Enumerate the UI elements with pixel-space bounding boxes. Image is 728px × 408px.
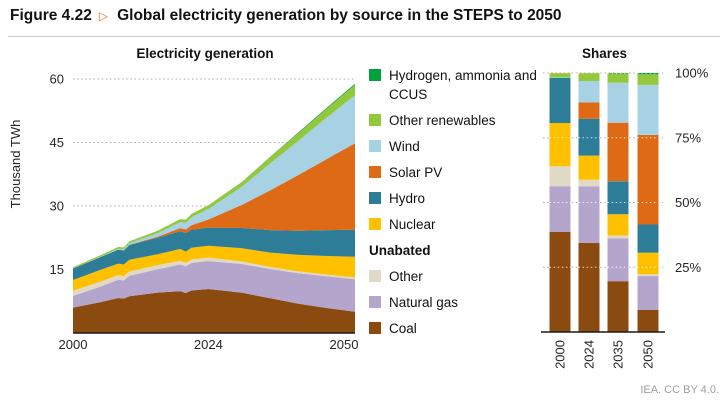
bar-segment-2000-nuclear [549,123,571,167]
y-tick-label-15: 15 [50,262,64,277]
bar-segment-2024-nuclear [578,155,600,180]
legend: Hydrogen, ammonia and CCUS Other renewabl… [369,66,537,345]
legend-item-other-renewables: Other renewables [369,111,537,130]
area-hydro [73,227,355,280]
legend-item-wind: Wind [369,137,537,156]
legend-item-hydrogen-ammonia-ccus: Hydrogen, ammonia and CCUS [369,66,537,104]
bar-segment-2024-other-renewables [578,73,600,81]
bar-segment-2035-coal [607,281,629,332]
legend-label: Natural gas [389,295,459,310]
bar-segment-2050-wind [637,84,659,135]
bar-segment-2035-hydro [607,181,629,215]
bar-segment-2000-other [549,166,571,187]
legend-label: Other renewables [389,113,496,128]
x-tick-label-2000: 2000 [59,337,88,352]
legend-item-other: Other [369,267,537,286]
bar-segment-2035-wind [607,82,629,123]
generation-chart-title: Electricity generation [136,46,274,61]
bar-segment-2050-other-renewables [637,74,659,85]
bar-segment-2000-natural-gas [549,186,571,232]
bar-segment-2035-solar-pv [607,122,629,182]
legend-item-nuclear: Nuclear [369,215,537,234]
bar-segment-2050-hydrogen-ammonia-ccus [637,73,659,75]
y-tick-label-75: 75% [675,130,701,145]
bar-segment-2050-solar-pv [637,134,659,225]
y-tick-label-50: 50% [675,195,701,210]
shares-chart-title: Shares [581,46,628,61]
legend-swatch-other [369,270,381,282]
bar-segment-2024-coal [578,242,600,332]
bar-segment-2024-hydro [578,118,600,156]
area-natural-gas [73,261,355,312]
generation-area-chart: 15 30 45 60 Thousand TWh 2000 2024 2050 [8,72,359,353]
y-tick-label-25: 25% [675,260,701,275]
x-tick-label-2035: 2035 [611,340,626,369]
bar-segment-2024-wind [578,81,600,103]
legend-label: Hydrogen, ammonia and CCUS [389,68,537,102]
legend-label: Hydro [389,191,426,206]
x-tick-label-2024: 2024 [582,340,597,369]
legend-label: Solar PV [389,165,443,180]
legend-swatch-other-renewables [369,114,381,126]
area-nuclear [73,245,355,291]
bar-segment-2035-other-renewables [607,73,629,83]
shares-bar-chart: 25% 50% 75% 100% 2000 2024 2035 2050 [541,66,709,369]
bar-segment-2050-natural-gas [637,276,659,310]
legend-item-solar-pv: Solar PV [369,163,537,182]
figure-number: Figure 4.22 [10,7,92,24]
x-tick-label-2024: 2024 [194,337,223,352]
legend-swatch-coal [369,322,381,334]
bar-segment-2035-nuclear [607,214,629,236]
bar-segment-2000-wind [549,77,571,78]
figure-title: Global electricity generation by source … [117,7,562,24]
bar-segment-2050-coal [637,310,659,332]
y-axis-label: Thousand TWh [8,120,23,209]
legend-label: Coal [389,321,417,336]
bar-segment-2050-other [637,274,659,276]
legend-swatch-natural-gas [369,296,381,308]
area-coal [73,289,355,333]
legend-group-header: Unabated [369,241,537,260]
y-tick-label-60: 60 [50,72,64,87]
legend-label: Wind [389,139,420,154]
legend-item-natural-gas: Natural gas [369,293,537,312]
bar-segment-2035-hydrogen-ammonia-ccus [607,73,629,74]
legend-label: Unabated [369,243,431,258]
header-divider [8,36,720,37]
y-tick-label-100: 100% [675,66,709,81]
bar-segment-2024-natural-gas [578,186,600,243]
area-solar-pv [73,143,355,269]
y-tick-label-30: 30 [50,199,64,214]
bar-segment-2024-solar-pv [578,102,600,119]
legend-swatch-solar-pv [369,166,381,178]
bar-segment-2000-other-renewables [549,73,571,78]
figure-header: Figure 4.22 ▷ Global electricity generat… [10,7,562,25]
x-tick-label-2050: 2050 [641,340,656,369]
x-tick-label-2050: 2050 [330,337,359,352]
bar-segment-2050-nuclear [637,252,659,275]
bar-segment-2000-coal [549,232,571,332]
bar-segment-2035-other [607,235,629,239]
legend-label: Other [389,269,423,284]
bar-segment-2024-other [578,179,600,187]
triangle-arrow-icon: ▷ [98,9,109,23]
legend-label: Nuclear [389,217,436,232]
bar-segment-2050-hydro [637,224,659,253]
legend-swatch-wind [369,140,381,152]
legend-item-coal: Coal [369,319,537,338]
y-tick-label-45: 45 [50,135,64,150]
legend-swatch-hydro [369,192,381,204]
x-tick-label-2000: 2000 [553,340,568,369]
legend-swatch-hydrogen-ammonia-ccus [369,69,381,81]
legend-item-hydro: Hydro [369,189,537,208]
legend-swatch-nuclear [369,218,381,230]
attribution-text: IEA. CC BY 4.0. [640,384,719,396]
bar-segment-2035-natural-gas [607,238,629,282]
bar-segment-2000-hydro [549,77,571,123]
